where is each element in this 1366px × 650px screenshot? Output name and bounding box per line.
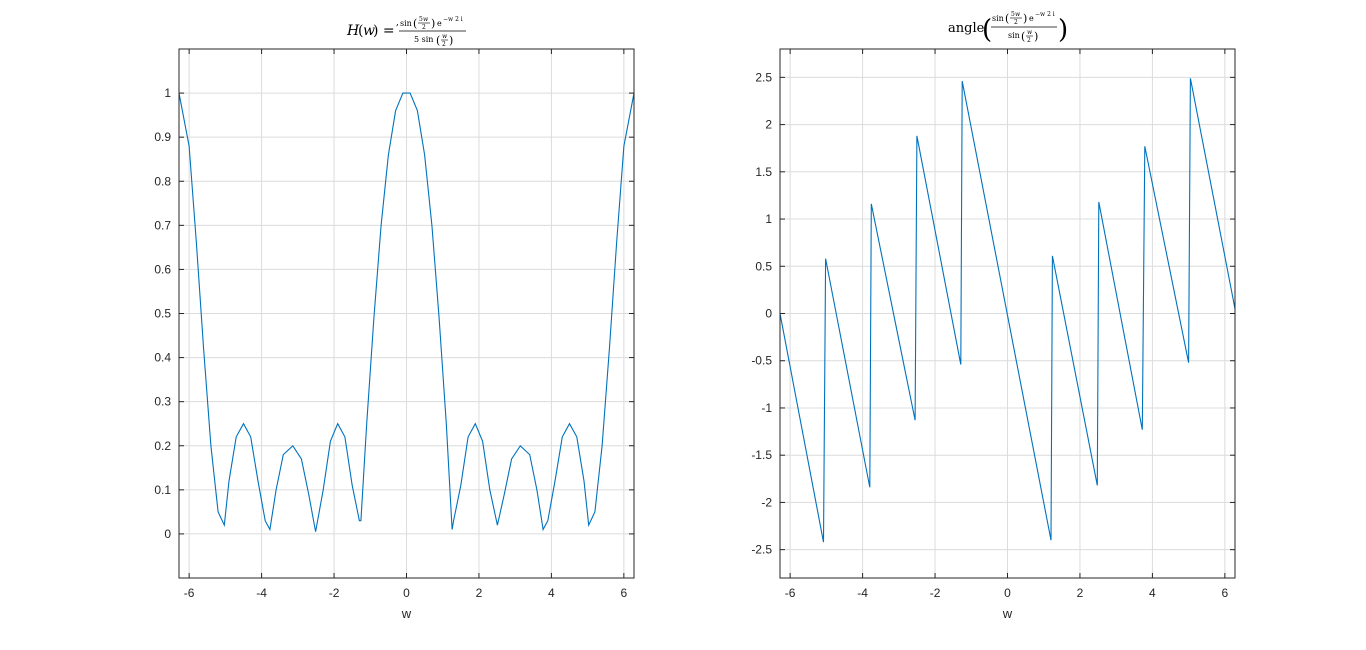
y-tick-label: 1 (765, 212, 772, 226)
xlabel-phase: w (1002, 606, 1013, 621)
x-tick-label: -4 (256, 586, 267, 600)
y-tick-label: 0 (765, 307, 772, 321)
svg-text:(: ( (1005, 12, 1009, 25)
svg-text:(: ( (436, 34, 440, 47)
y-tick-label: 0.9 (154, 130, 171, 144)
svg-text:) =: ) = (373, 23, 395, 39)
svg-text:−w 2 i: −w 2 i (443, 16, 463, 23)
y-tick-label: -2 (761, 495, 772, 509)
tick-marks-magnitude: -6 -4 -2 0 2 4 6 0 0.1 0.2 0.3 0.4 0.5 0.6 0.7 0.8 0.9 1 (154, 49, 634, 600)
phase-line (779, 78, 1236, 543)
svg-text:H: H (346, 23, 360, 39)
y-tick-label: 0.2 (154, 439, 171, 453)
y-tick-label: 0.8 (154, 174, 171, 188)
svg-text:): ) (431, 17, 435, 30)
svg-text:(: ( (1021, 30, 1025, 43)
y-tick-label: -2.5 (751, 543, 772, 557)
svg-text:sin: sin (400, 19, 412, 28)
y-tick-label: 0 (164, 527, 171, 541)
svg-text:2: 2 (422, 24, 426, 31)
x-tick-label: 4 (1149, 586, 1156, 600)
svg-text:(: ( (982, 15, 992, 45)
x-tick-label: -4 (857, 586, 868, 600)
x-tick-label: 0 (403, 586, 410, 600)
axes-phase: -6 -4 -2 0 2 4 6 -2.5 -2 -1.5 -1 -0.5 0 0.5 1 1.5 2 2.5 w… (751, 11, 1236, 621)
svg-text:): ) (1058, 15, 1068, 45)
xlabel-magnitude: w (401, 606, 412, 621)
svg-text:2: 2 (1027, 37, 1031, 44)
x-tick-label: -6 (184, 586, 195, 600)
x-tick-label: 4 (548, 586, 555, 600)
x-tick-label: -2 (930, 586, 941, 600)
svg-text:2: 2 (442, 41, 446, 48)
svg-text:w: w (423, 16, 429, 23)
grid-lines-phase (780, 49, 1235, 578)
grid-lines-magnitude (179, 49, 634, 578)
svg-text:w: w (1027, 29, 1033, 36)
y-tick-label: 0.5 (154, 307, 171, 321)
svg-text:(: ( (358, 23, 363, 39)
y-tick-label: 0.7 (154, 218, 171, 232)
svg-text:w: w (1015, 11, 1021, 18)
svg-text:−w 2 i: −w 2 i (1035, 11, 1055, 18)
svg-text:5 sin: 5 sin (414, 35, 433, 44)
y-tick-label: 0.5 (755, 259, 772, 273)
y-tick-label: 1 (164, 86, 171, 100)
y-tick-label: 2 (765, 118, 772, 132)
x-tick-label: 2 (476, 586, 483, 600)
svg-text:,: , (396, 18, 399, 28)
x-tick-label: 2 (1077, 586, 1084, 600)
magnitude-line (178, 92, 635, 532)
svg-text:5: 5 (419, 16, 423, 23)
x-tick-label: 6 (1222, 586, 1229, 600)
y-tick-label: 2.5 (755, 70, 772, 84)
y-tick-label: 0.4 (154, 351, 171, 365)
y-tick-label: 0.1 (154, 483, 171, 497)
svg-text:): ) (1023, 12, 1027, 25)
y-tick-label: 0.3 (154, 395, 171, 409)
svg-text:): ) (1034, 30, 1038, 43)
svg-text:sin: sin (992, 14, 1004, 23)
y-tick-label: -1 (761, 401, 772, 415)
svg-text:e: e (437, 19, 442, 28)
x-tick-label: -2 (329, 586, 340, 600)
svg-text:(: ( (413, 17, 417, 30)
tick-marks-phase: -6 -4 -2 0 2 4 6 -2.5 -2 -1.5 -1 -0.5 0 0.5 1 1.5 2 2.5 (751, 49, 1235, 600)
svg-text:e: e (1029, 14, 1034, 23)
svg-text:sin: sin (1008, 31, 1020, 40)
y-tick-label: -1.5 (751, 448, 772, 462)
svg-text:2: 2 (1014, 19, 1018, 26)
svg-text:w: w (442, 33, 448, 40)
svg-text:): ) (449, 34, 453, 47)
y-tick-label: -0.5 (751, 354, 772, 368)
y-tick-label: 0.6 (154, 262, 171, 276)
axes-magnitude: -6 -4 -2 0 2 4 600.10.20.30.40.50.60.70.80.91 … (154, 16, 635, 621)
x-tick-label: -6 (785, 586, 796, 600)
x-tick-label: 0 (1004, 586, 1011, 600)
x-tick-label: 6 (621, 586, 628, 600)
svg-text:5: 5 (1011, 11, 1015, 18)
svg-text:w: w (363, 23, 375, 39)
y-tick-label: 1.5 (755, 165, 772, 179)
svg-text:angle: angle (948, 21, 985, 36)
